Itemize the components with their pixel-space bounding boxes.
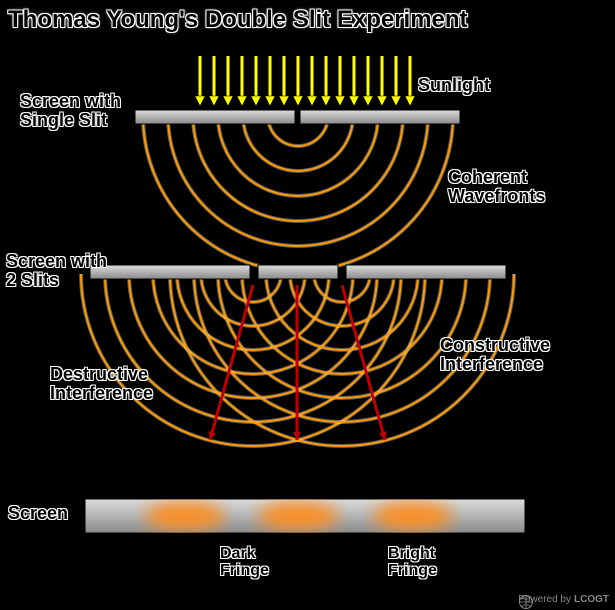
globe-icon [518,594,534,610]
label-sunlight[interactable]: Sunlight [418,76,490,95]
label-bright_fringe[interactable]: Bright Fringe [388,545,437,580]
label-dark_fringe[interactable]: Dark Fringe [220,545,269,580]
label-coherent[interactable]: Coherent Wavefronts [448,168,545,207]
footer-brand: LCOGT [574,594,609,605]
footer-attribution: Powered by LCOGT [518,594,609,605]
diagram-title: Thomas Young's Double Slit Experiment [8,6,468,34]
label-screen[interactable]: Screen [8,504,68,523]
label-single_slit[interactable]: Screen with Single Slit [20,92,121,131]
label-double_slit[interactable]: Screen with 2 Slits [6,252,107,291]
label-constructive[interactable]: Constructive Interference [440,336,550,375]
label-destructive[interactable]: Destructive Interference [50,365,153,404]
